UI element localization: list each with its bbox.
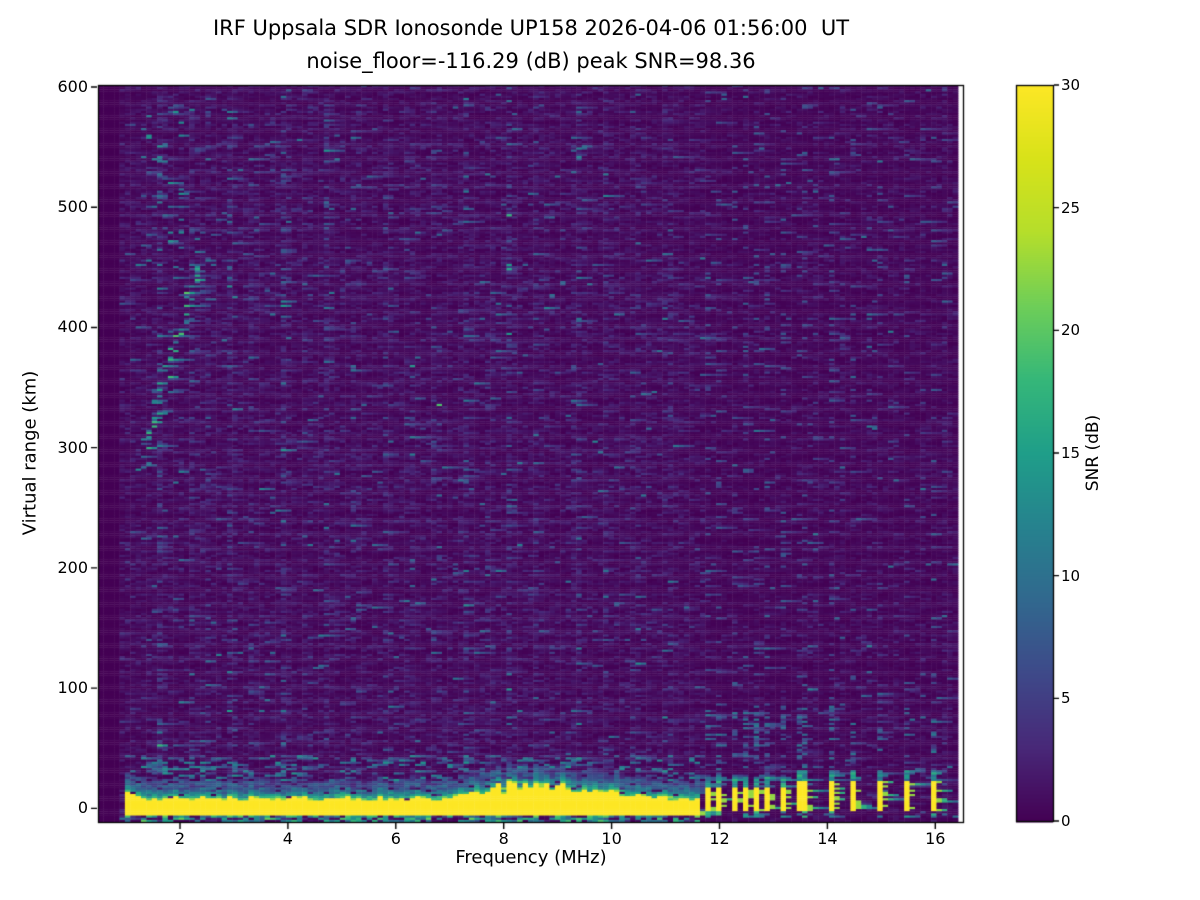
colorbar-label: SNR (dB) xyxy=(1083,414,1103,492)
y-tick-label: 600 xyxy=(57,77,88,96)
y-tick-label: 0 xyxy=(77,798,88,818)
colorbar-tick-label: 5 xyxy=(1061,689,1071,708)
y-tick-label: 300 xyxy=(57,437,88,457)
colorbar-tick-label: 20 xyxy=(1061,321,1081,340)
y-tick-label: 100 xyxy=(57,678,88,698)
colorbar-tick-label: 30 xyxy=(1061,76,1081,94)
y-tick-label: 500 xyxy=(57,197,88,217)
colorbar-tick-label: 0 xyxy=(1061,812,1071,830)
plot-title: IRF Uppsala SDR Ionosonde UP158 2026-04-… xyxy=(212,16,850,40)
y-tick-label: 400 xyxy=(57,317,88,337)
colorbar-tick-label: 10 xyxy=(1061,566,1081,585)
x-tick-label: 14 xyxy=(817,829,838,848)
plot-subtitle: noise_floor=-116.29 (dB) peak SNR=98.36 xyxy=(306,49,756,73)
y-tick-label: 200 xyxy=(57,557,88,577)
colorbar-tick-label: 25 xyxy=(1061,198,1081,217)
x-tick-label: 2 xyxy=(174,829,186,848)
x-tick-label: 10 xyxy=(601,829,622,848)
x-tick-label: 12 xyxy=(709,829,730,848)
x-tick-label: 16 xyxy=(925,829,946,848)
colorbar-tick-label: 15 xyxy=(1061,444,1081,462)
x-axis-label: Frequency (MHz) xyxy=(455,847,607,868)
x-tick-label: 8 xyxy=(498,829,509,848)
x-tick-label: 4 xyxy=(282,829,293,848)
x-tick-label: 6 xyxy=(390,829,401,848)
